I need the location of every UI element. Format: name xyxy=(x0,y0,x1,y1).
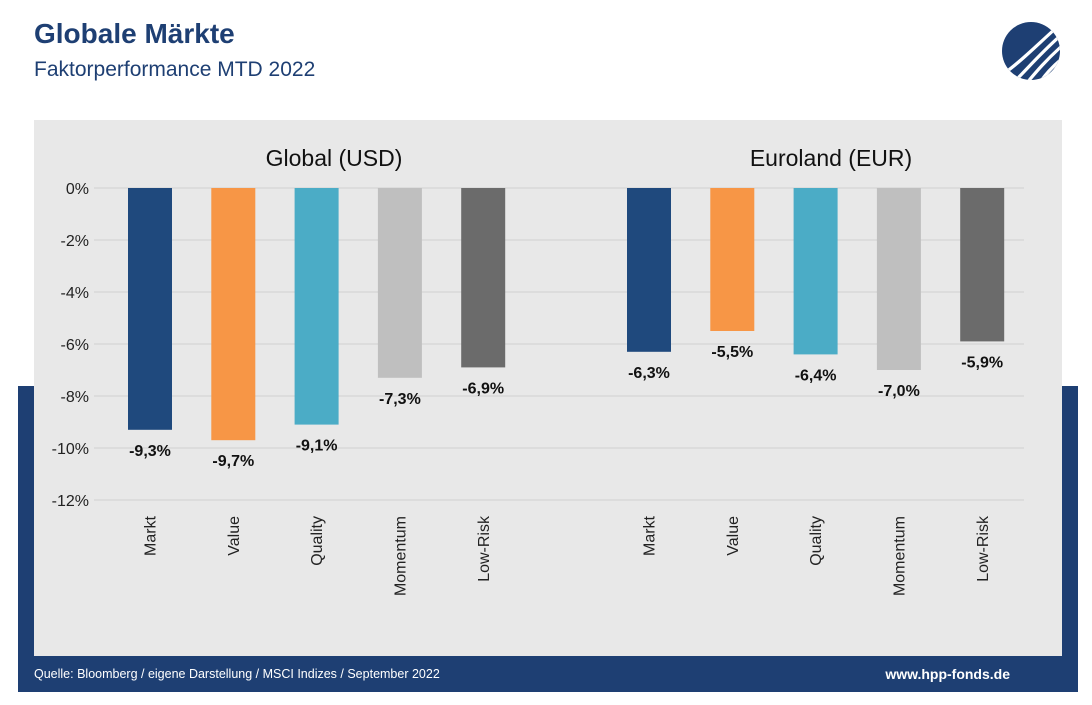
bar xyxy=(793,188,838,355)
data-label: -5,9% xyxy=(961,354,1003,371)
category-label: Value xyxy=(725,516,742,556)
group-title: Euroland (EUR) xyxy=(750,145,912,171)
bar xyxy=(128,188,172,430)
category-label: Markt xyxy=(143,515,160,556)
y-tick-label: -8% xyxy=(61,389,89,406)
bar xyxy=(876,188,921,370)
factor-performance-chart: 0% -2% -4% -6% -8% -10% -12% Global (USD) -9,3% M… xyxy=(52,145,1024,596)
category-label: Quality xyxy=(309,516,326,566)
page-title: Globale Märkte xyxy=(34,18,235,49)
data-label: -9,3% xyxy=(129,443,171,460)
bar xyxy=(377,188,422,378)
data-label: -6,4% xyxy=(795,367,837,384)
chart-panel: 0% -2% -4% -6% -8% -10% -12% Global (USD) -9,3% M… xyxy=(34,120,1062,656)
data-label: -7,3% xyxy=(379,391,421,408)
bar xyxy=(960,188,1005,342)
bar xyxy=(627,188,671,352)
data-label: -6,9% xyxy=(462,380,504,397)
bar xyxy=(294,188,339,425)
category-label: Value xyxy=(226,516,243,556)
y-tick-label: 0% xyxy=(66,181,89,198)
y-tick-label: -6% xyxy=(61,337,89,354)
y-tick-label: -4% xyxy=(61,285,89,302)
bar xyxy=(211,188,256,441)
bar xyxy=(710,188,755,331)
data-label: -9,7% xyxy=(212,453,254,470)
bar xyxy=(461,188,506,368)
data-label: -7,0% xyxy=(878,383,920,400)
data-label: -9,1% xyxy=(296,438,338,455)
y-tick-label: -2% xyxy=(61,233,89,250)
category-label: Low-Risk xyxy=(476,515,493,582)
category-label: Momentum xyxy=(892,516,909,596)
source-note: Quelle: Bloomberg / eigene Darstellung /… xyxy=(34,667,440,681)
data-label: -5,5% xyxy=(711,344,753,361)
category-label: Momentum xyxy=(393,516,410,596)
y-tick-label: -12% xyxy=(52,493,89,510)
website-link[interactable]: www.hpp-fonds.de xyxy=(885,666,1010,682)
category-label: Markt xyxy=(642,515,659,556)
y-tick-label: -10% xyxy=(52,441,89,458)
category-label: Low-Risk xyxy=(975,515,992,582)
page-subtitle: Faktorperformance MTD 2022 xyxy=(34,58,316,81)
category-label: Quality xyxy=(808,516,825,566)
hpp-logo-icon xyxy=(1002,22,1060,80)
group-title: Global (USD) xyxy=(266,145,403,171)
data-label: -6,3% xyxy=(628,365,670,382)
